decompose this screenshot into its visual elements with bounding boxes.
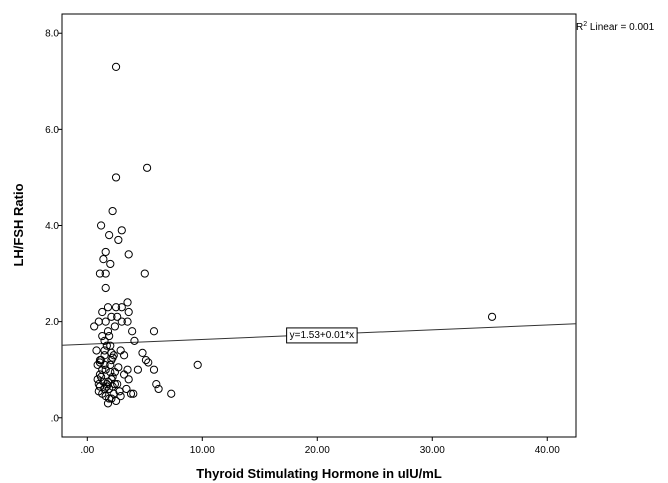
scatter-point: [113, 312, 122, 321]
scatter-point: [141, 355, 151, 365]
r2-linear-label: R2 Linear = 0.001: [576, 21, 655, 33]
scatter-point: [123, 317, 132, 326]
scatter-point: [101, 365, 110, 374]
scatter-point: [113, 380, 122, 389]
scatter-point: [95, 269, 105, 278]
scatter-point: [129, 389, 138, 398]
scatter-point: [111, 62, 121, 71]
scatter-point: [140, 269, 149, 278]
scatter-point: [167, 389, 176, 398]
scatter-point: [93, 360, 102, 369]
scatter-point: [92, 346, 101, 355]
y-tick-label: 4.0: [45, 221, 59, 232]
scatter-point: [108, 372, 117, 382]
x-tick-label: .00: [80, 445, 94, 456]
scatter-point: [107, 355, 116, 365]
scatter-point: [138, 348, 147, 357]
scatter-point: [98, 307, 107, 317]
y-tick-label: 2.0: [45, 317, 59, 328]
scatter-point: [144, 358, 153, 367]
scatter-point: [115, 387, 124, 396]
x-tick-label: 20.00: [305, 445, 330, 456]
scatter-point: [117, 226, 126, 235]
scatter-point: [152, 380, 161, 389]
scatter-point: [103, 399, 113, 408]
scatter-point: [119, 370, 129, 379]
y-axis-title: LH/FSH Ratio: [11, 183, 26, 266]
x-tick-label: 40.00: [535, 445, 560, 456]
scatter-point: [107, 312, 116, 321]
scatter-point: [124, 375, 133, 384]
scatter-point: [106, 259, 115, 269]
scatter-point: [116, 392, 125, 401]
scatter-point: [123, 298, 132, 307]
scatter-point: [101, 247, 110, 257]
scatter-point: [94, 380, 103, 389]
scatter-point: [95, 355, 105, 365]
fit-equation-box: [286, 327, 358, 344]
scatter-point: [101, 283, 110, 293]
scatter-point: [110, 380, 119, 389]
scatter-point: [101, 269, 110, 278]
scatter-point: [105, 231, 114, 240]
scatter-point: [99, 255, 108, 264]
scatter-point: [487, 312, 497, 321]
x-axis-title: Thyroid Stimulating Hormone in uIU/mL: [196, 466, 442, 481]
scatter-point: [98, 389, 107, 398]
scatter-point: [103, 303, 113, 312]
scatter-point: [130, 336, 139, 345]
x-tick-label: 30.00: [420, 445, 445, 456]
scatter-point: [193, 360, 202, 369]
scatter-point: [96, 221, 106, 230]
y-tick-label: .0: [51, 413, 60, 424]
scatter-point: [103, 327, 113, 336]
scatter-point: [124, 250, 133, 259]
scatter-point: [95, 358, 105, 367]
scatter-point: [111, 396, 121, 406]
scatter-point: [133, 365, 142, 374]
scatter-point: [105, 331, 114, 341]
scatter-point: [114, 235, 123, 245]
scatter-point: [94, 317, 103, 326]
scatter-point: [108, 206, 117, 216]
scatter-point: [90, 322, 99, 331]
scatter-point: [142, 163, 152, 172]
fit-equation-label: y=1.53+0.01*x: [290, 330, 355, 341]
x-tick-label: 10.00: [190, 445, 215, 456]
scatter-point: [110, 368, 119, 377]
scatter-point: [126, 389, 136, 398]
scatter-point: [117, 317, 126, 326]
scatter-point: [102, 382, 111, 391]
scatter-point: [149, 365, 159, 374]
scatter-point: [149, 327, 159, 336]
scatter-point: [93, 375, 102, 384]
scatter-point: [154, 384, 163, 394]
scatter-point: [119, 351, 129, 360]
scatter-point: [117, 303, 126, 312]
scatter-point: [102, 341, 111, 350]
y-tick-label: 6.0: [45, 125, 59, 136]
scatter-point: [128, 327, 137, 336]
scatter-point: [110, 322, 119, 331]
scatter-point: [111, 173, 121, 182]
y-tick-label: 8.0: [45, 29, 59, 40]
scatter-point: [105, 384, 114, 394]
scatter-point: [100, 336, 109, 345]
scatter-point: [111, 303, 121, 312]
scatter-point: [124, 307, 133, 317]
